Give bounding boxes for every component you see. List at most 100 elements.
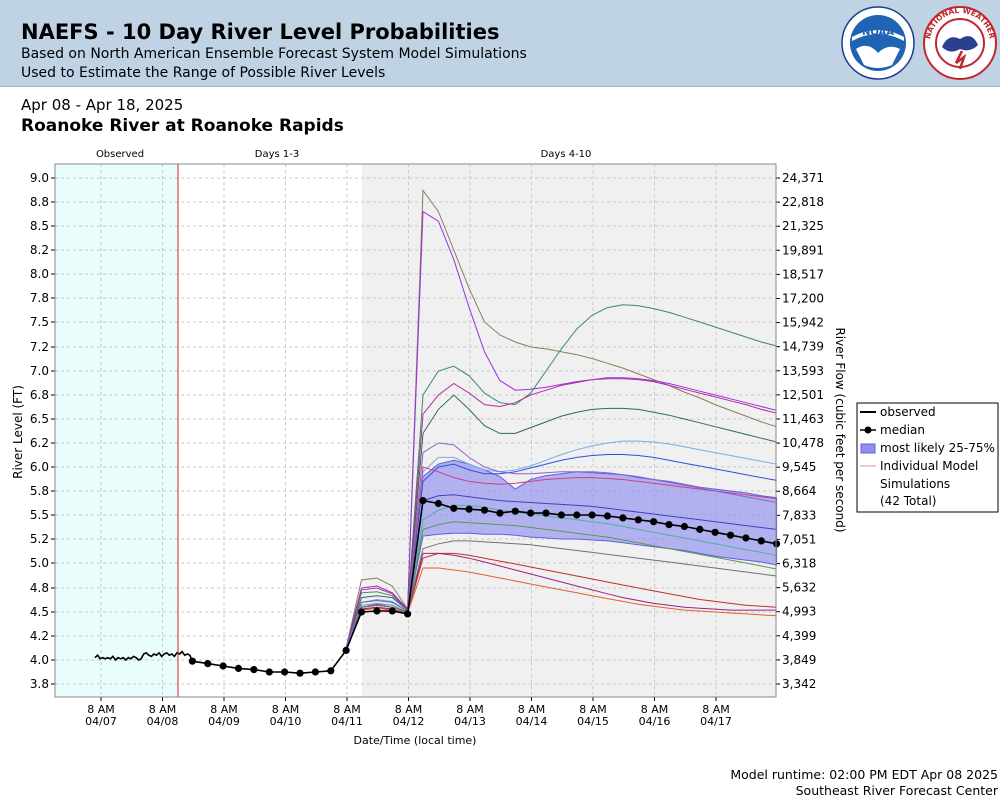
median-point (757, 537, 765, 545)
forecast-center: Southeast River Forecast Center (795, 783, 998, 798)
location-title: Roanoke River at Roanoke Rapids (21, 116, 344, 136)
simulation-line (345, 454, 777, 649)
y-tick-label: 7.8 (30, 291, 49, 305)
median-point (557, 511, 566, 519)
median-point (465, 505, 473, 513)
median-point (650, 518, 658, 526)
y-tick-label: 4.5 (30, 605, 49, 619)
flow-tick-label: 19,891 (782, 243, 824, 257)
x-tick-date: 04/12 (393, 715, 425, 728)
median-point (327, 667, 335, 675)
days-4-10-shade (362, 164, 776, 697)
y-tick-label: 7.5 (30, 315, 49, 329)
simulation-line (345, 466, 777, 649)
flow-tick-label: 7,833 (782, 508, 816, 522)
legend-sims-label-2: Simulations (880, 477, 950, 491)
simulation-line (345, 189, 777, 649)
legend-median-dot (864, 426, 872, 434)
model-runtime: Model runtime: 02:00 PM EDT Apr 08 2025 (730, 767, 998, 782)
flow-tick-label: 3,342 (782, 677, 816, 691)
simulation-line (345, 378, 777, 649)
median-point (711, 528, 719, 536)
median-point (496, 509, 504, 517)
flow-tick-label: 11,463 (782, 412, 824, 426)
median-point (619, 514, 627, 522)
y-tick-label: 8.5 (30, 219, 49, 233)
y-tick-label: 9.0 (30, 171, 49, 185)
median-point (204, 660, 212, 668)
median-point (773, 540, 781, 548)
flow-tick-label: 15,942 (782, 316, 824, 330)
x-tick-time: 8 AM (579, 703, 607, 716)
plot-frame (54, 163, 777, 698)
legend-band-swatch (860, 443, 876, 454)
y-tick-label: 8.8 (30, 195, 49, 209)
x-tick-time: 8 AM (272, 703, 300, 716)
x-tick-date: 04/17 (700, 715, 732, 728)
x-tick-date: 04/09 (208, 715, 240, 728)
median-point (480, 506, 489, 514)
y-tick-label: 4.2 (30, 629, 49, 643)
y-tick-label: 4.8 (30, 581, 49, 595)
median-point (603, 512, 612, 520)
flow-tick-label: 3,849 (782, 653, 816, 667)
legend-sims-label-3: (42 Total) (880, 494, 936, 508)
y-axis-title: River Level (FT) (11, 385, 25, 479)
y-tick-label: 7.0 (30, 364, 49, 378)
flow-tick-label: 4,399 (782, 629, 816, 643)
median-point (234, 664, 243, 673)
median-point (342, 646, 350, 655)
x-tick-date: 04/15 (577, 715, 609, 728)
observed-period-shade (55, 164, 177, 697)
simulation-line (345, 394, 777, 649)
x-tick-time: 8 AM (333, 703, 361, 716)
noaa-logo[interactable]: NOAA (840, 5, 916, 81)
median-point (696, 525, 704, 534)
median-point (296, 669, 304, 677)
y-tick-label: 5.8 (30, 484, 49, 498)
flow-tick-label: 14,739 (782, 340, 824, 354)
period-label-days-4-10: Days 4-10 (541, 149, 592, 160)
likely-range-band (407, 459, 778, 613)
flow-tick-label: 8,664 (782, 484, 816, 498)
y-tick-label: 6.8 (30, 388, 49, 402)
x-tick-time: 8 AM (641, 703, 669, 716)
legend-median-label: median (880, 423, 925, 437)
x-tick-time: 8 AM (518, 703, 546, 716)
median-point (434, 499, 442, 508)
median-point (373, 607, 381, 615)
x-tick-time: 8 AM (395, 703, 423, 716)
simulation-line (345, 442, 777, 649)
simulation-line (345, 567, 777, 649)
simulation-line (345, 521, 777, 649)
x-tick-date: 04/10 (270, 715, 302, 728)
x-tick-date: 04/14 (516, 715, 548, 728)
y-tick-label: 4.0 (30, 653, 49, 667)
median-point (726, 531, 735, 539)
median-point (419, 497, 427, 505)
x-tick-time: 8 AM (149, 703, 177, 716)
legend-band-label: most likely 25-75% (880, 441, 995, 455)
median-point (527, 509, 535, 517)
x-tick-date: 04/16 (639, 715, 671, 728)
y-tick-label: 8.0 (30, 267, 49, 281)
header-banner: NAEFS - 10 Day River Level Probabilities… (0, 0, 1000, 87)
nws-logo[interactable]: NATIONAL WEATHER SERVICE (922, 5, 998, 81)
y-tick-label: 5.5 (30, 508, 49, 522)
flow-tick-label: 17,200 (782, 291, 824, 305)
median-point (188, 657, 196, 665)
median-point (742, 534, 750, 542)
x-tick-date: 04/11 (331, 715, 363, 728)
median-point (634, 516, 642, 524)
y-tick-label: 5.2 (30, 532, 49, 546)
median-point (219, 662, 227, 670)
flow-tick-label: 13,593 (782, 364, 824, 378)
simulation-line (345, 210, 777, 649)
median-point (357, 608, 366, 616)
legend-sims-label-1: Individual Model (880, 459, 978, 473)
median-point (265, 668, 273, 676)
y-tick-label: 7.2 (30, 340, 49, 354)
median-point (511, 507, 519, 515)
median-point (665, 521, 673, 529)
